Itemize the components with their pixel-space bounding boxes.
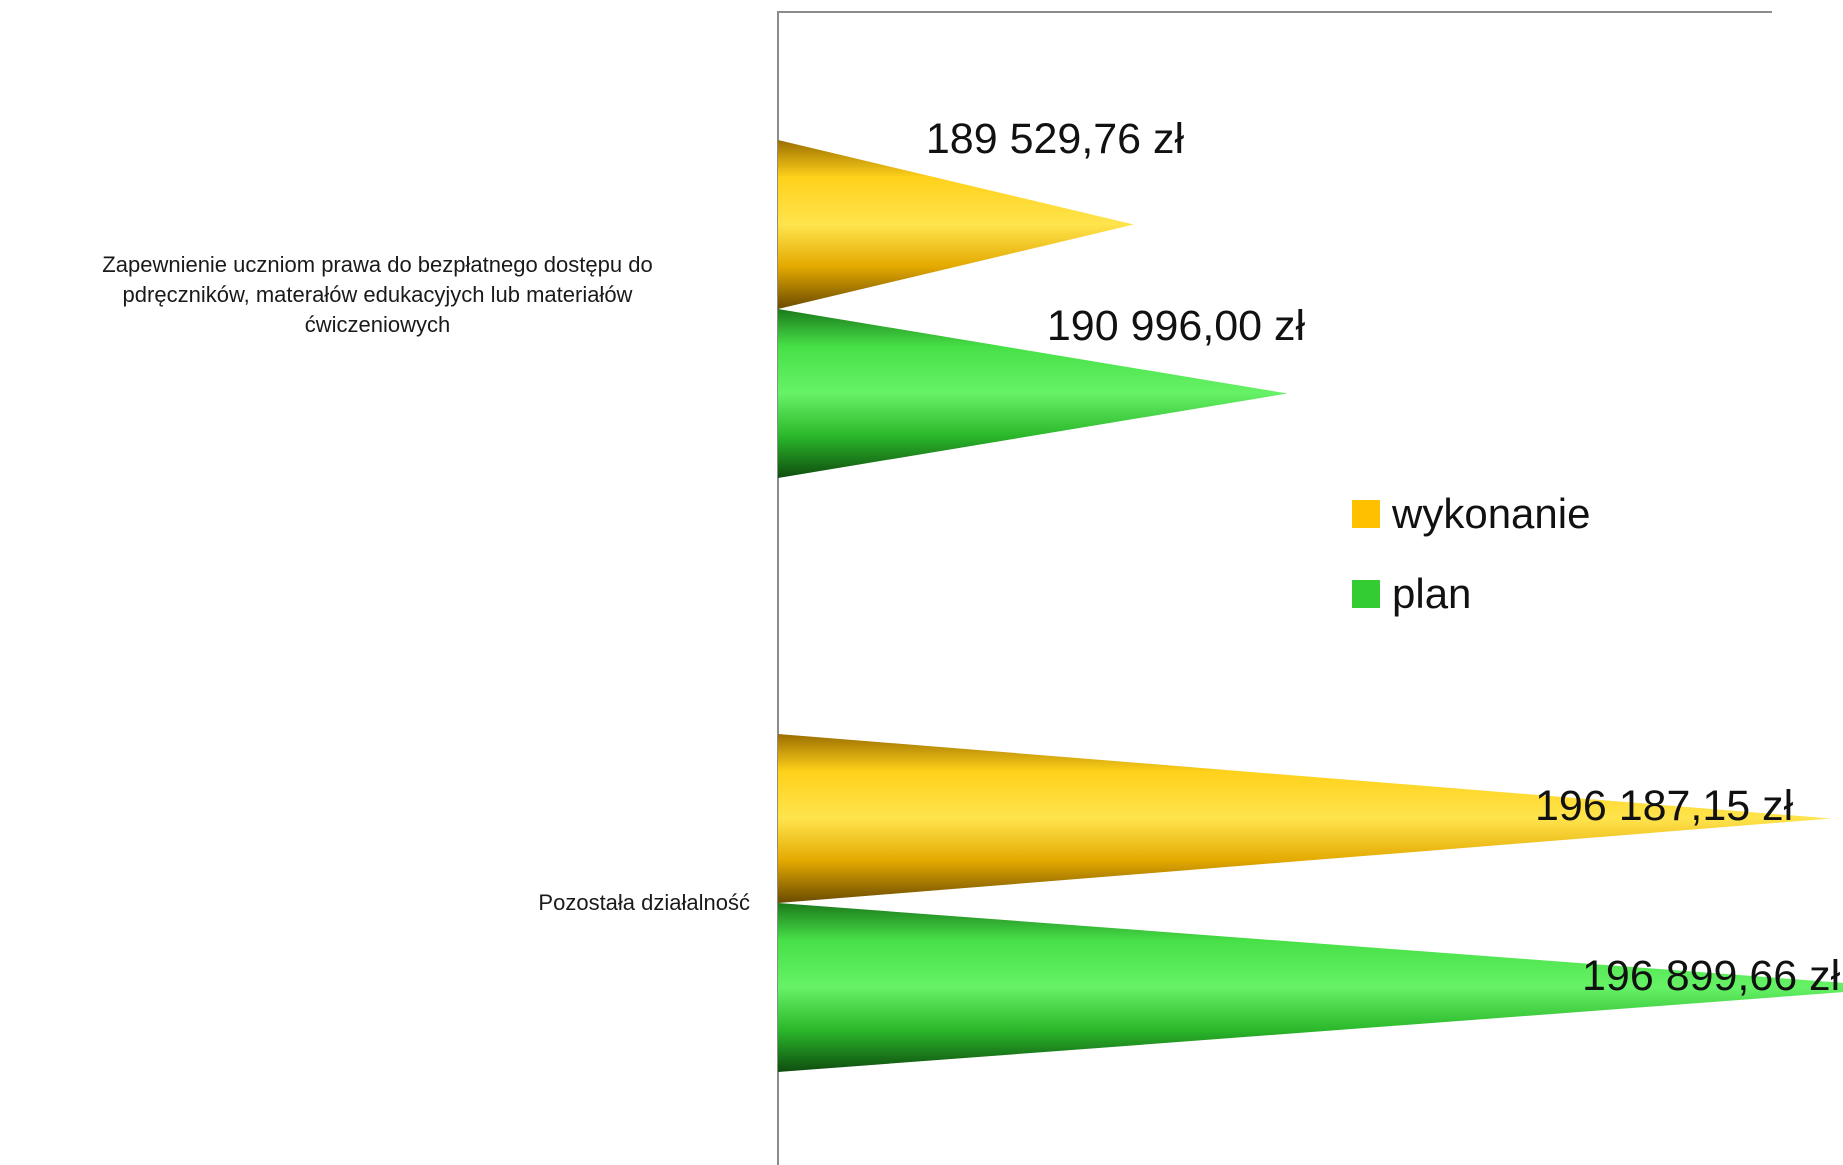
category-label-1: Pozostała działalność xyxy=(450,888,750,918)
category-label-0-line-2: pdręczników, materałów edukacyjych lub m… xyxy=(122,282,633,307)
bar-plan-0 xyxy=(778,309,1288,478)
data-label-wykonanie-0: 189 529,76 zł xyxy=(926,115,1185,163)
legend: wykonanie plan xyxy=(1352,474,1590,634)
category-label-0-line-3: ćwiczeniowych xyxy=(304,312,451,337)
data-label-wykonanie-1: 196 187,15 zł xyxy=(1535,782,1794,830)
category-label-0: Zapewnienie uczniom prawa do bezpłatnego… xyxy=(0,250,755,340)
category-label-1-line-1: Pozostała działalność xyxy=(538,890,750,915)
legend-item-plan: plan xyxy=(1352,554,1590,634)
data-label-plan-1: 196 899,66 zł xyxy=(1582,952,1841,1000)
legend-swatch-plan xyxy=(1352,580,1380,608)
bar-wykonanie-0 xyxy=(778,140,1134,309)
data-label-plan-0: 190 996,00 zł xyxy=(1047,302,1306,350)
legend-item-wykonanie: wykonanie xyxy=(1352,474,1590,554)
legend-label-plan: plan xyxy=(1392,570,1472,617)
bar-wykonanie-1 xyxy=(778,734,1831,903)
legend-swatch-wykonanie xyxy=(1352,500,1380,528)
legend-label-wykonanie: wykonanie xyxy=(1392,490,1591,537)
bar-plan-1 xyxy=(778,903,1843,1072)
category-label-0-line-1: Zapewnienie uczniom prawa do bezpłatnego… xyxy=(102,252,653,277)
